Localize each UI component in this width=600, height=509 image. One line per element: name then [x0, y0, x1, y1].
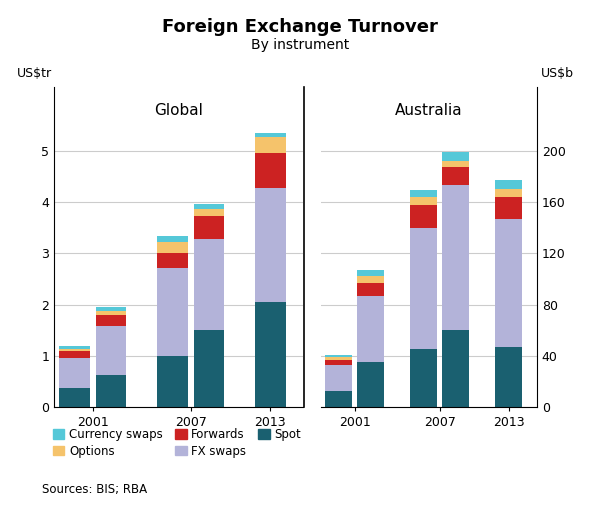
Bar — [96, 326, 127, 375]
Bar — [442, 152, 469, 161]
Bar — [157, 242, 188, 253]
Bar — [357, 276, 384, 283]
Bar — [325, 365, 352, 390]
Bar — [255, 137, 286, 153]
Bar — [157, 268, 188, 356]
Bar — [357, 296, 384, 362]
Bar — [410, 197, 437, 205]
Bar — [325, 360, 352, 365]
Bar — [157, 356, 188, 407]
Bar — [157, 236, 188, 242]
Bar — [255, 153, 286, 188]
Bar — [410, 350, 437, 407]
Bar — [255, 133, 286, 137]
Text: Foreign Exchange Turnover: Foreign Exchange Turnover — [162, 18, 438, 36]
Text: US$b: US$b — [541, 67, 574, 80]
Bar — [96, 375, 127, 407]
Bar — [255, 302, 286, 407]
Bar — [442, 161, 469, 167]
Bar — [410, 228, 437, 350]
Text: US$tr: US$tr — [16, 67, 52, 80]
Bar — [59, 358, 90, 388]
Bar — [325, 390, 352, 407]
Bar — [194, 204, 224, 209]
Bar — [442, 167, 469, 185]
Text: Australia: Australia — [395, 103, 463, 118]
Bar — [496, 219, 522, 347]
Bar — [157, 253, 188, 268]
Bar — [410, 190, 437, 197]
Bar — [442, 185, 469, 330]
Bar — [325, 357, 352, 360]
Bar — [496, 189, 522, 197]
Bar — [357, 283, 384, 296]
Bar — [194, 239, 224, 330]
Bar — [255, 188, 286, 302]
Bar — [496, 347, 522, 407]
Text: By instrument: By instrument — [251, 38, 349, 52]
Bar — [357, 270, 384, 276]
Bar — [59, 346, 90, 349]
Bar — [442, 330, 469, 407]
Bar — [496, 180, 522, 189]
Bar — [194, 209, 224, 216]
Bar — [410, 205, 437, 228]
Bar — [59, 351, 90, 358]
Bar — [96, 310, 127, 315]
Bar — [59, 388, 90, 407]
Bar — [194, 330, 224, 407]
Bar — [357, 362, 384, 407]
Bar — [96, 315, 127, 326]
Legend: Currency swaps, Options, Forwards, FX swaps, Spot: Currency swaps, Options, Forwards, FX sw… — [48, 423, 306, 462]
Text: Global: Global — [154, 103, 203, 118]
Bar — [59, 349, 90, 351]
Bar — [96, 307, 127, 310]
Bar — [325, 355, 352, 357]
Text: Sources: BIS; RBA: Sources: BIS; RBA — [42, 483, 147, 496]
Bar — [194, 216, 224, 239]
Bar — [496, 197, 522, 219]
